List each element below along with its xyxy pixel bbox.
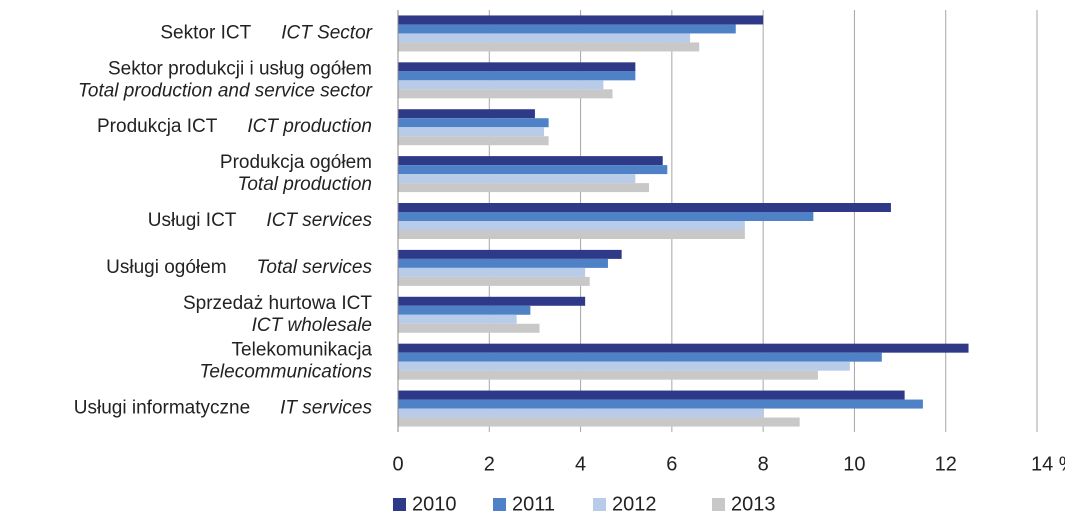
category-translation: ICT Sector <box>281 22 372 43</box>
bar <box>398 183 650 193</box>
bar <box>398 305 531 315</box>
bar <box>398 296 586 306</box>
category-label: Sprzedaż hurtowa ICT <box>183 293 372 314</box>
category-translation: Total production <box>237 174 372 195</box>
x-tick-label: 10 <box>843 453 865 475</box>
legend-label: 2012 <box>612 493 657 515</box>
legend-label: 2011 <box>512 493 555 515</box>
bar <box>398 370 818 380</box>
category-label-group: Usługi informatyczne IT services <box>74 398 373 419</box>
category-label-group: Produkcja ICT ICT production <box>97 116 372 137</box>
category-translation: Telecommunications <box>200 362 373 383</box>
bar <box>398 408 764 418</box>
category-translation: IT services <box>280 398 372 419</box>
category-translation: Total production and service sector <box>78 80 373 101</box>
x-tick-label: 8 <box>758 453 769 475</box>
category-label-group: Usługi ogółem Total services <box>106 257 372 278</box>
x-tick-label: 12 <box>935 453 957 475</box>
x-tick-label: 6 <box>666 453 677 475</box>
bar <box>398 343 969 353</box>
bar <box>398 323 540 333</box>
legend-label: 2013 <box>731 493 776 515</box>
category-label-group: Usługi ICT ICT services <box>148 210 373 231</box>
bar <box>398 276 590 286</box>
bar <box>398 417 800 427</box>
bar <box>398 267 586 277</box>
legend-swatch <box>393 498 406 511</box>
bar <box>398 62 636 72</box>
bar <box>398 80 604 90</box>
category-label: Usługi ogółem <box>106 257 226 278</box>
category-translation: Total services <box>257 257 373 278</box>
legend-swatch <box>712 498 725 511</box>
category-label: Telekomunikacja <box>232 340 373 361</box>
bar <box>398 118 549 128</box>
category-translation: ICT wholesale <box>252 315 372 336</box>
category-label: Produkcja ogółem <box>220 152 372 173</box>
bar <box>398 127 545 137</box>
bar <box>398 174 636 184</box>
bar <box>398 230 745 239</box>
bar <box>398 89 613 99</box>
bar <box>398 156 663 166</box>
bar <box>398 212 814 221</box>
x-tick-label: 2 <box>484 453 495 475</box>
category-label: Usługi ICT <box>148 210 237 231</box>
bar <box>398 109 535 119</box>
category-label: Usługi informatyczne <box>74 398 250 419</box>
bar <box>398 33 691 43</box>
x-tick-label: 4 <box>575 453 586 475</box>
bar <box>398 399 923 409</box>
bar <box>398 42 700 52</box>
bar <box>398 71 636 81</box>
category-translation: ICT production <box>247 116 372 137</box>
category-label: Sektor produkcji i usług ogółem <box>108 58 372 79</box>
bar <box>398 136 549 146</box>
bar <box>398 352 882 362</box>
legend-swatch <box>493 498 506 511</box>
bar <box>398 165 668 175</box>
category-label: Sektor ICT <box>160 22 251 43</box>
bar <box>398 314 517 324</box>
category-label: Produkcja ICT <box>97 116 218 137</box>
category-translation: ICT services <box>266 210 372 231</box>
bar <box>398 15 764 25</box>
bar <box>398 221 745 230</box>
x-tick-label: 0 <box>392 453 403 475</box>
bar <box>398 249 622 259</box>
bar <box>398 24 736 34</box>
x-tick-label: 14 % <box>1031 453 1065 475</box>
legend-label: 2010 <box>412 493 457 515</box>
legend-swatch <box>593 498 606 511</box>
category-label-group: Sektor ICT ICT Sector <box>160 22 372 43</box>
bar <box>398 390 905 400</box>
bar <box>398 203 891 212</box>
bar <box>398 361 850 371</box>
bar <box>398 258 608 268</box>
